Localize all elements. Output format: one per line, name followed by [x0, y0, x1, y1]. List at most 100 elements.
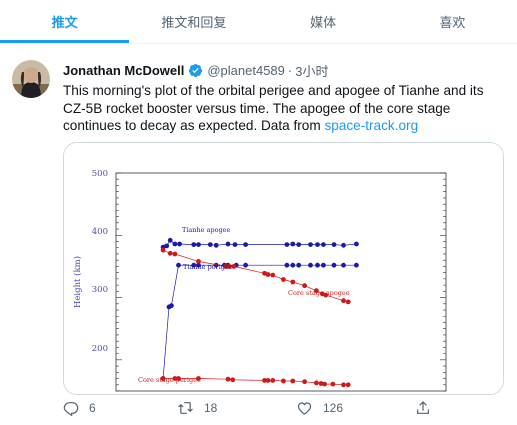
point-tianhe-apogee — [296, 242, 302, 247]
tab-media-label: 媒体 — [310, 15, 337, 30]
share-icon — [417, 401, 429, 414]
point-tianhe-apogee — [196, 242, 201, 247]
point-core-stage-perigee — [196, 376, 201, 381]
avatar-image — [12, 60, 50, 98]
point-core-stage-perigee — [265, 378, 271, 383]
point-tianhe-apogee — [167, 237, 173, 243]
point-tianhe-apogee — [225, 241, 231, 247]
tab-tweets-and-replies[interactable]: 推文和回复 — [129, 0, 258, 43]
point-tianhe-apogee — [191, 242, 197, 247]
point-core-stage-apogee — [231, 264, 237, 269]
point-core-stage-apogee — [265, 272, 271, 277]
author-handle[interactable]: @planet4589 — [207, 62, 285, 78]
profile-tabs: 推文 推文和回复 媒体 喜欢 — [0, 0, 517, 44]
point-tianhe-apogee — [354, 241, 359, 247]
heart-icon — [297, 402, 312, 415]
tweet-header: Jonathan McDowell @planet4589 · 3小时 — [63, 61, 328, 79]
point-tianhe-apogee — [177, 241, 182, 247]
point-core-stage-perigee — [270, 378, 276, 383]
point-core-stage-apogee — [341, 298, 346, 304]
orbit-chart: 500 400 300 200 Height (km) Tianhe apoge… — [64, 143, 503, 394]
point-core-stage-apogee — [302, 283, 307, 289]
point-core-stage-perigee — [345, 382, 351, 388]
plot-frame — [115, 172, 447, 392]
point-core-stage-perigee — [230, 377, 236, 383]
point-core-stage-apogee — [345, 299, 351, 305]
tab-likes[interactable]: 喜欢 — [388, 0, 517, 43]
verified-badge-icon — [189, 63, 203, 77]
point-tianhe-perigee — [315, 262, 320, 268]
point-core-stage-apogee — [172, 251, 178, 257]
point-core-stage-apogee — [323, 292, 329, 298]
point-core-stage-perigee — [160, 376, 166, 381]
point-core-stage-perigee — [330, 381, 336, 387]
point-tianhe-apogee — [232, 242, 238, 247]
tweet-link[interactable]: space-track.org — [324, 118, 419, 133]
tweet-text: This morning's plot of the orbital perig… — [63, 82, 503, 135]
point-tianhe-perigee — [290, 262, 296, 268]
reply-icon — [63, 402, 79, 416]
point-tianhe-apogee — [213, 242, 219, 248]
header-separator: · — [287, 62, 293, 78]
point-core-stage-apogee — [226, 264, 232, 269]
point-core-stage-apogee — [281, 277, 286, 282]
point-tianhe-apogee — [315, 242, 320, 247]
ytick-label-200: 200 — [92, 344, 108, 354]
point-core-stage-perigee — [172, 376, 178, 381]
point-tianhe-perigee — [296, 262, 302, 268]
point-tianhe-perigee — [213, 262, 219, 268]
point-tianhe-apogee — [243, 242, 249, 247]
retweet-count: 18 — [204, 401, 218, 415]
point-core-stage-perigee — [262, 378, 267, 383]
share-button[interactable] — [415, 400, 431, 416]
annotation-core-stage-apogee: Core stage apogee — [288, 289, 350, 297]
point-core-stage-apogee — [290, 279, 296, 285]
y-axis-label: Height (km) — [72, 256, 83, 308]
point-core-stage-perigee — [314, 380, 319, 386]
point-core-stage-perigee — [176, 376, 181, 381]
ytick-label-500: 500 — [92, 169, 108, 179]
like-button[interactable]: 126 — [296, 400, 343, 416]
tab-tweets[interactable]: 推文 — [0, 0, 130, 43]
point-tianhe-perigee — [321, 262, 326, 268]
point-tianhe-perigee — [308, 262, 313, 268]
reply-button[interactable]: 6 — [63, 400, 96, 416]
point-tianhe-apogee — [207, 242, 213, 247]
point-core-stage-apogee — [196, 259, 201, 264]
point-core-stage-apogee — [314, 288, 319, 294]
point-tianhe-apogee — [321, 242, 326, 247]
point-core-stage-perigee — [225, 376, 231, 382]
point-tianhe-perigee — [284, 262, 290, 268]
point-core-stage-perigee — [341, 382, 346, 388]
point-core-stage-apogee — [270, 272, 276, 278]
point-tianhe-perigee — [176, 262, 181, 268]
point-core-stage-apogee — [167, 250, 173, 256]
annotation-tianhe-apogee: Tianhe apogee — [182, 226, 231, 234]
point-tianhe-perigee — [191, 262, 197, 268]
tab-likes-label: 喜欢 — [439, 15, 466, 30]
point-tianhe-perigee — [354, 262, 359, 268]
tab-tweets-and-replies-label: 推文和回复 — [161, 15, 227, 30]
point-tianhe-perigee — [341, 262, 346, 268]
point-core-stage-apogee — [223, 264, 229, 269]
tweet-timestamp[interactable]: 3小时 — [295, 63, 329, 79]
retweet-button[interactable]: 18 — [177, 400, 217, 416]
tweet-media[interactable]: 500 400 300 200 Height (km) Tianhe apoge… — [63, 142, 504, 395]
point-tianhe-apogee — [341, 242, 346, 248]
avatar[interactable] — [12, 60, 50, 98]
author-name[interactable]: Jonathan McDowell — [63, 62, 185, 78]
tab-media[interactable]: 媒体 — [259, 0, 388, 43]
like-count: 126 — [323, 401, 344, 415]
tab-tweets-label: 推文 — [51, 15, 78, 30]
reply-count: 6 — [89, 401, 96, 415]
tweet-actions: 6 18 126 — [63, 400, 493, 420]
point-tianhe-apogee — [290, 241, 296, 247]
point-core-stage-perigee — [290, 378, 296, 384]
point-tianhe-apogee — [331, 242, 337, 247]
point-core-stage-perigee — [281, 378, 286, 384]
ytick-label-300: 300 — [92, 285, 108, 295]
annotation-tianhe-perigee: Tianhe perigee — [183, 263, 233, 271]
point-core-stage-perigee — [302, 379, 307, 385]
retweet-icon — [178, 402, 193, 414]
point-tianhe-apogee — [172, 241, 178, 247]
